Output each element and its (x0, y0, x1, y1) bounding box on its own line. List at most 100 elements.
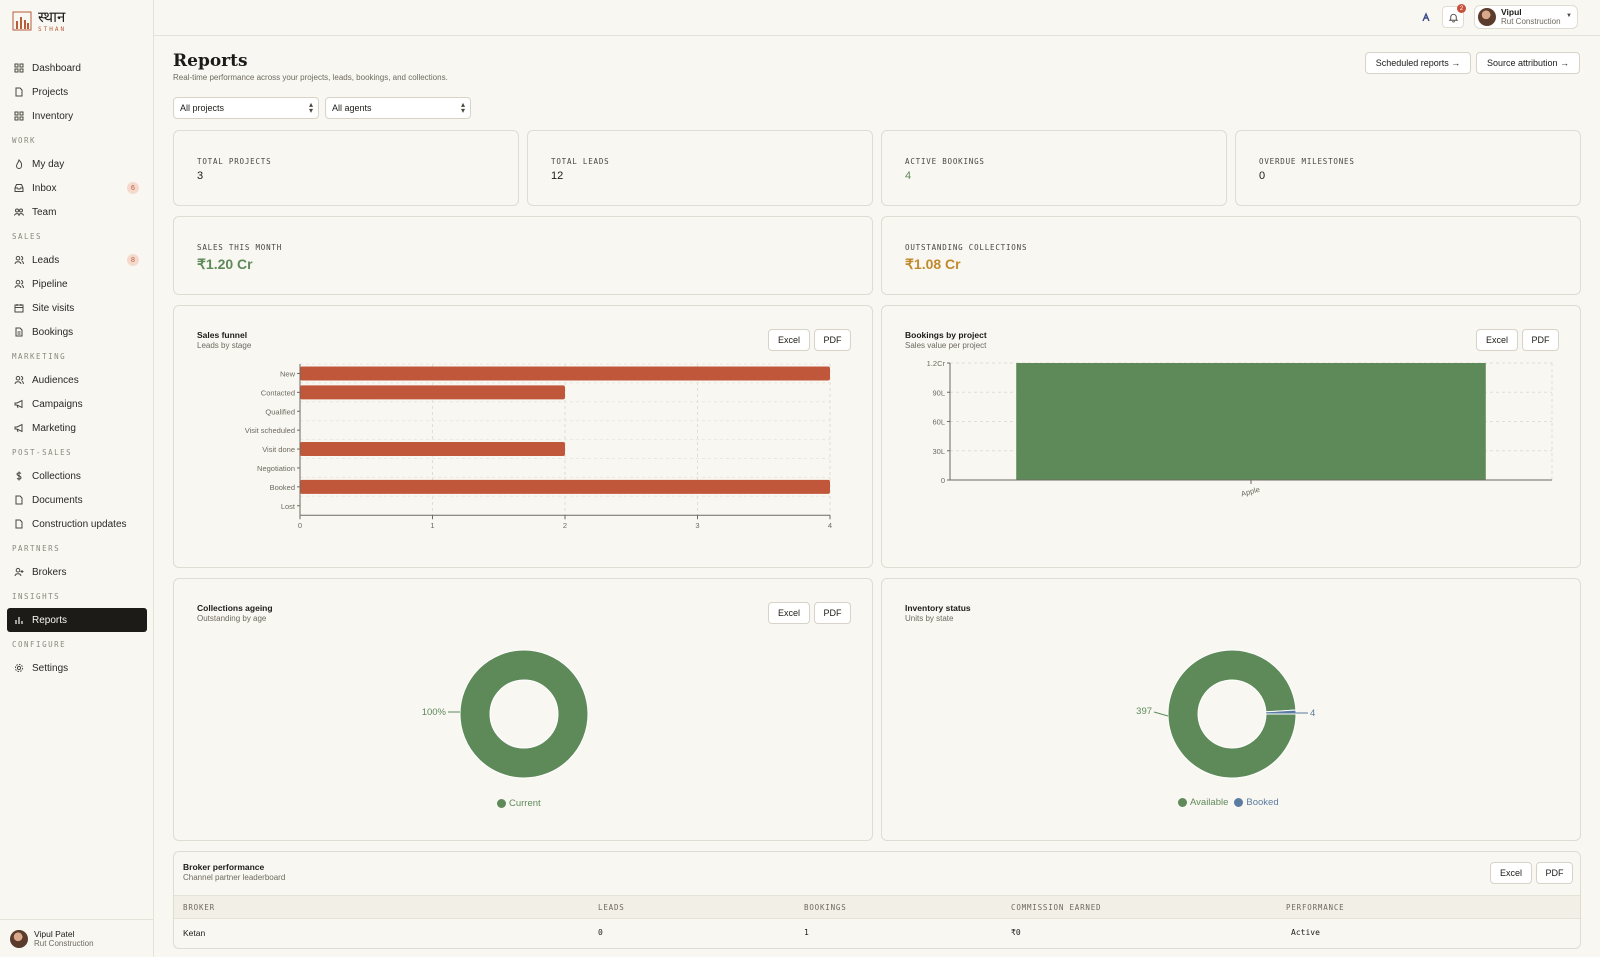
sidebar-user[interactable]: Vipul Patel Rut Construction (0, 919, 154, 957)
avatar (1478, 8, 1496, 26)
projects-filter[interactable]: All projects ▴ ▾ (173, 97, 319, 119)
excel-export-button[interactable]: Excel (768, 602, 810, 624)
kpi-label: OVERDUE MILESTONES (1259, 157, 1355, 166)
kpi-outstanding-collections: OUTSTANDING COLLECTIONS ₹1.08 Cr (881, 216, 1581, 295)
sidebar-item-label: Audiences (32, 374, 79, 386)
kpi-label: TOTAL LEADS (551, 157, 610, 166)
sales-funnel-chart: 0 1 2 3 4 New Contacted Qualified Visit schedule… (245, 363, 832, 530)
sidebar-section-heading: SALES (12, 231, 43, 241)
sidebar: स्थान STHAN Dashboard Projects Inventory WO… (0, 0, 154, 957)
pdf-export-button[interactable]: PDF (1536, 862, 1573, 884)
kpi-sales-this-month: SALES THIS MONTH ₹1.20 Cr (173, 216, 873, 295)
sidebar-item-collections[interactable]: Collections (7, 464, 147, 488)
user-menu-button[interactable]: Vipul Rut Construction ▼ (1474, 5, 1578, 29)
sidebar-item-label: Team (32, 206, 57, 218)
kpi-value: ₹1.20 Cr (197, 256, 253, 272)
agents-filter[interactable]: All agents ▴ ▾ (325, 97, 471, 119)
broker-commission: ₹0 (1011, 928, 1021, 937)
sidebar-item-label: Leads (32, 254, 60, 266)
kpi-value: ₹1.08 Cr (905, 256, 961, 272)
sidebar-item-construction-updates[interactable]: Construction updates (7, 512, 147, 536)
legend-item: Current (497, 798, 541, 809)
column-header: BOOKINGS (804, 903, 847, 912)
user-plus-icon (14, 567, 24, 577)
sidebar-item-reports[interactable]: Reports (7, 608, 147, 632)
calendar-icon (14, 303, 24, 313)
sidebar-item-brokers[interactable]: Brokers (7, 560, 147, 584)
sidebar-item-inventory[interactable]: Inventory (7, 104, 147, 128)
sidebar-item-dashboard[interactable]: Dashboard (7, 56, 147, 80)
team-icon (14, 207, 24, 217)
column-header: PERFORMANCE (1286, 903, 1345, 912)
sidebar-item-leads[interactable]: Leads 8 (7, 248, 147, 272)
dollar-icon (14, 471, 24, 481)
pdf-export-button[interactable]: PDF (1522, 329, 1559, 351)
column-header: COMMISSION EARNED (1011, 903, 1102, 912)
panel-subtitle: Outstanding by age (197, 614, 267, 623)
legend-swatch (497, 799, 506, 808)
bookings-by-project-panel: Bookings by project Sales value per proj… (881, 305, 1581, 568)
funnel-bar (300, 385, 565, 400)
sidebar-item-label: Projects (32, 86, 69, 98)
data-label: 397 (1136, 706, 1152, 717)
sidebar-item-label: Campaigns (32, 398, 83, 410)
y-tick-label: 30L (932, 447, 945, 456)
source-attribution-button[interactable]: Source attribution → (1476, 52, 1580, 74)
excel-export-button[interactable]: Excel (1490, 862, 1532, 884)
agents-filter-value: All agents (332, 103, 372, 113)
x-tick-label: 0 (298, 521, 302, 530)
sidebar-item-marketing[interactable]: Marketing (7, 416, 147, 440)
table-header: BROKER LEADS BOOKINGS COMMISSION EARNED … (174, 895, 1580, 919)
y-tick-label: 60L (932, 418, 945, 427)
grid-icon (14, 63, 24, 73)
kpi-value: 0 (1259, 170, 1266, 182)
kpi-label: SALES THIS MONTH (197, 243, 283, 252)
sidebar-item-label: Brokers (32, 566, 67, 578)
sidebar-section-heading: MARKETING (12, 351, 67, 361)
topbar-user-name: Vipul (1501, 6, 1522, 17)
sidebar-item-campaigns[interactable]: Campaigns (7, 392, 147, 416)
sidebar-item-label: Collections (32, 470, 81, 482)
funnel-bar (300, 366, 830, 381)
sidebar-item-team[interactable]: Team (7, 200, 147, 224)
bar-chart-logo-icon (12, 11, 32, 30)
bookings-by-project-chart: 0 30L 60L 90L 1.2Cr Apple (927, 359, 1553, 498)
funnel-bar (300, 479, 830, 494)
notifications-button[interactable]: 2 (1442, 4, 1466, 28)
sidebar-item-label: Site visits (32, 302, 75, 314)
sidebar-item-settings[interactable]: Settings (7, 656, 147, 680)
sidebar-item-audiences[interactable]: Audiences (7, 368, 147, 392)
panel-subtitle: Sales value per project (905, 341, 987, 350)
column-header: BROKER (183, 903, 215, 912)
panel-title: Sales funnel (197, 330, 248, 340)
kpi-label: TOTAL PROJECTS (197, 157, 272, 166)
main-content: Reports Real-time performance across you… (154, 36, 1600, 957)
sidebar-item-label: Dashboard (32, 62, 81, 74)
sidebar-section-heading: PARTNERS (12, 543, 61, 553)
sidebar-item-inbox[interactable]: Inbox 6 (7, 176, 147, 200)
bell-icon (1448, 13, 1458, 23)
y-tick-label: 0 (941, 476, 945, 485)
panel-subtitle: Channel partner leaderboard (183, 873, 286, 882)
app-logo-icon[interactable] (1419, 10, 1433, 24)
user-name: Vipul Patel (34, 928, 75, 939)
excel-export-button[interactable]: Excel (768, 329, 810, 351)
brand[interactable]: स्थान STHAN (12, 8, 66, 33)
kpi-label: ACTIVE BOOKINGS (905, 157, 985, 166)
sidebar-item-bookings[interactable]: Bookings (7, 320, 147, 344)
donut-slice (459, 649, 589, 779)
sidebar-item-site-visits[interactable]: Site visits (7, 296, 147, 320)
sidebar-item-documents[interactable]: Documents (7, 488, 147, 512)
sidebar-item-projects[interactable]: Projects (7, 80, 147, 104)
sidebar-item-label: Construction updates (32, 518, 127, 530)
page-subtitle: Real-time performance across your projec… (173, 73, 448, 82)
excel-export-button[interactable]: Excel (1476, 329, 1518, 351)
donut-slice (1167, 649, 1297, 779)
sidebar-item-pipeline[interactable]: Pipeline (7, 272, 147, 296)
broker-name: Ketan (183, 928, 206, 938)
kpi-active-bookings: ACTIVE BOOKINGS 4 (881, 130, 1227, 206)
sidebar-item-my-day[interactable]: My day (7, 152, 147, 176)
pdf-export-button[interactable]: PDF (814, 602, 851, 624)
pdf-export-button[interactable]: PDF (814, 329, 851, 351)
scheduled-reports-button[interactable]: Scheduled reports → (1365, 52, 1471, 74)
